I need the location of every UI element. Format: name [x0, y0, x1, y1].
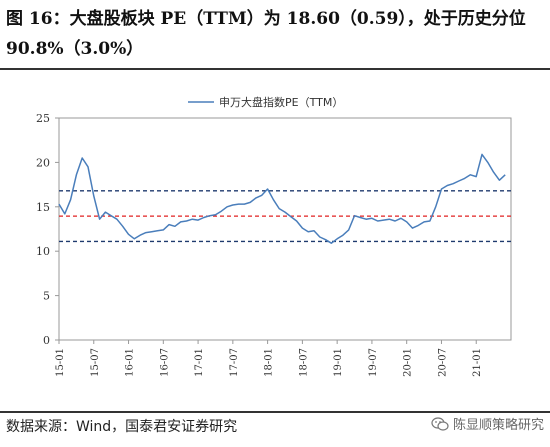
x-tick-label: 20-01 — [403, 348, 414, 377]
x-tick-label: 17-07 — [229, 348, 240, 377]
source-divider — [0, 411, 550, 413]
plot-frame — [58, 117, 512, 341]
y-tick-label: 15 — [36, 201, 50, 214]
source-note: 数据来源：Wind，国泰君安证券研究 — [6, 419, 238, 435]
title-divider — [0, 68, 550, 70]
y-axis: 0 5 10 15 20 25 — [36, 112, 59, 347]
y-tick-label: 5 — [43, 290, 50, 303]
x-tick-label: 17-01 — [194, 348, 205, 377]
x-tick-label: 18-01 — [264, 348, 275, 377]
x-tick-label: 15-07 — [90, 348, 101, 377]
x-tick-label: 21-01 — [472, 348, 483, 377]
x-tick-label: 19-07 — [368, 348, 379, 377]
x-tick-label: 16-01 — [125, 348, 136, 377]
chart-title: 图 16：大盘股板块 PE（TTM）为 18.60（0.59），处于历史分位 9… — [6, 9, 526, 59]
x-tick-label: 18-07 — [298, 348, 309, 377]
y-tick-label: 20 — [36, 156, 50, 169]
x-axis: 15-01 15-07 16-01 16-07 17-01 17-07 18-01 18-07… — [55, 340, 483, 377]
reference-lines — [59, 190, 511, 243]
series-group — [58, 153, 506, 244]
legend: 申万大盘指数PE（TTM） — [188, 95, 343, 109]
y-tick-label: 10 — [36, 245, 50, 258]
series-line-pe — [58, 153, 506, 244]
watermark: 陈显顺策略研究 — [431, 414, 544, 433]
x-tick-label: 16-07 — [159, 348, 170, 377]
watermark-text: 陈显顺策略研究 — [452, 418, 544, 433]
wechat-icon — [431, 416, 449, 431]
legend-label: 申万大盘指数PE（TTM） — [219, 95, 343, 109]
x-tick-label: 15-01 — [55, 348, 66, 377]
x-tick-label: 20-07 — [437, 348, 448, 377]
x-tick-label: 19-01 — [333, 348, 344, 377]
pe-line-chart: 0 5 10 15 20 25 15-01 15-07 16-01 16-07 17-01 17-0… — [36, 95, 512, 377]
y-tick-label: 0 — [43, 334, 50, 347]
y-tick-label: 25 — [36, 112, 50, 125]
